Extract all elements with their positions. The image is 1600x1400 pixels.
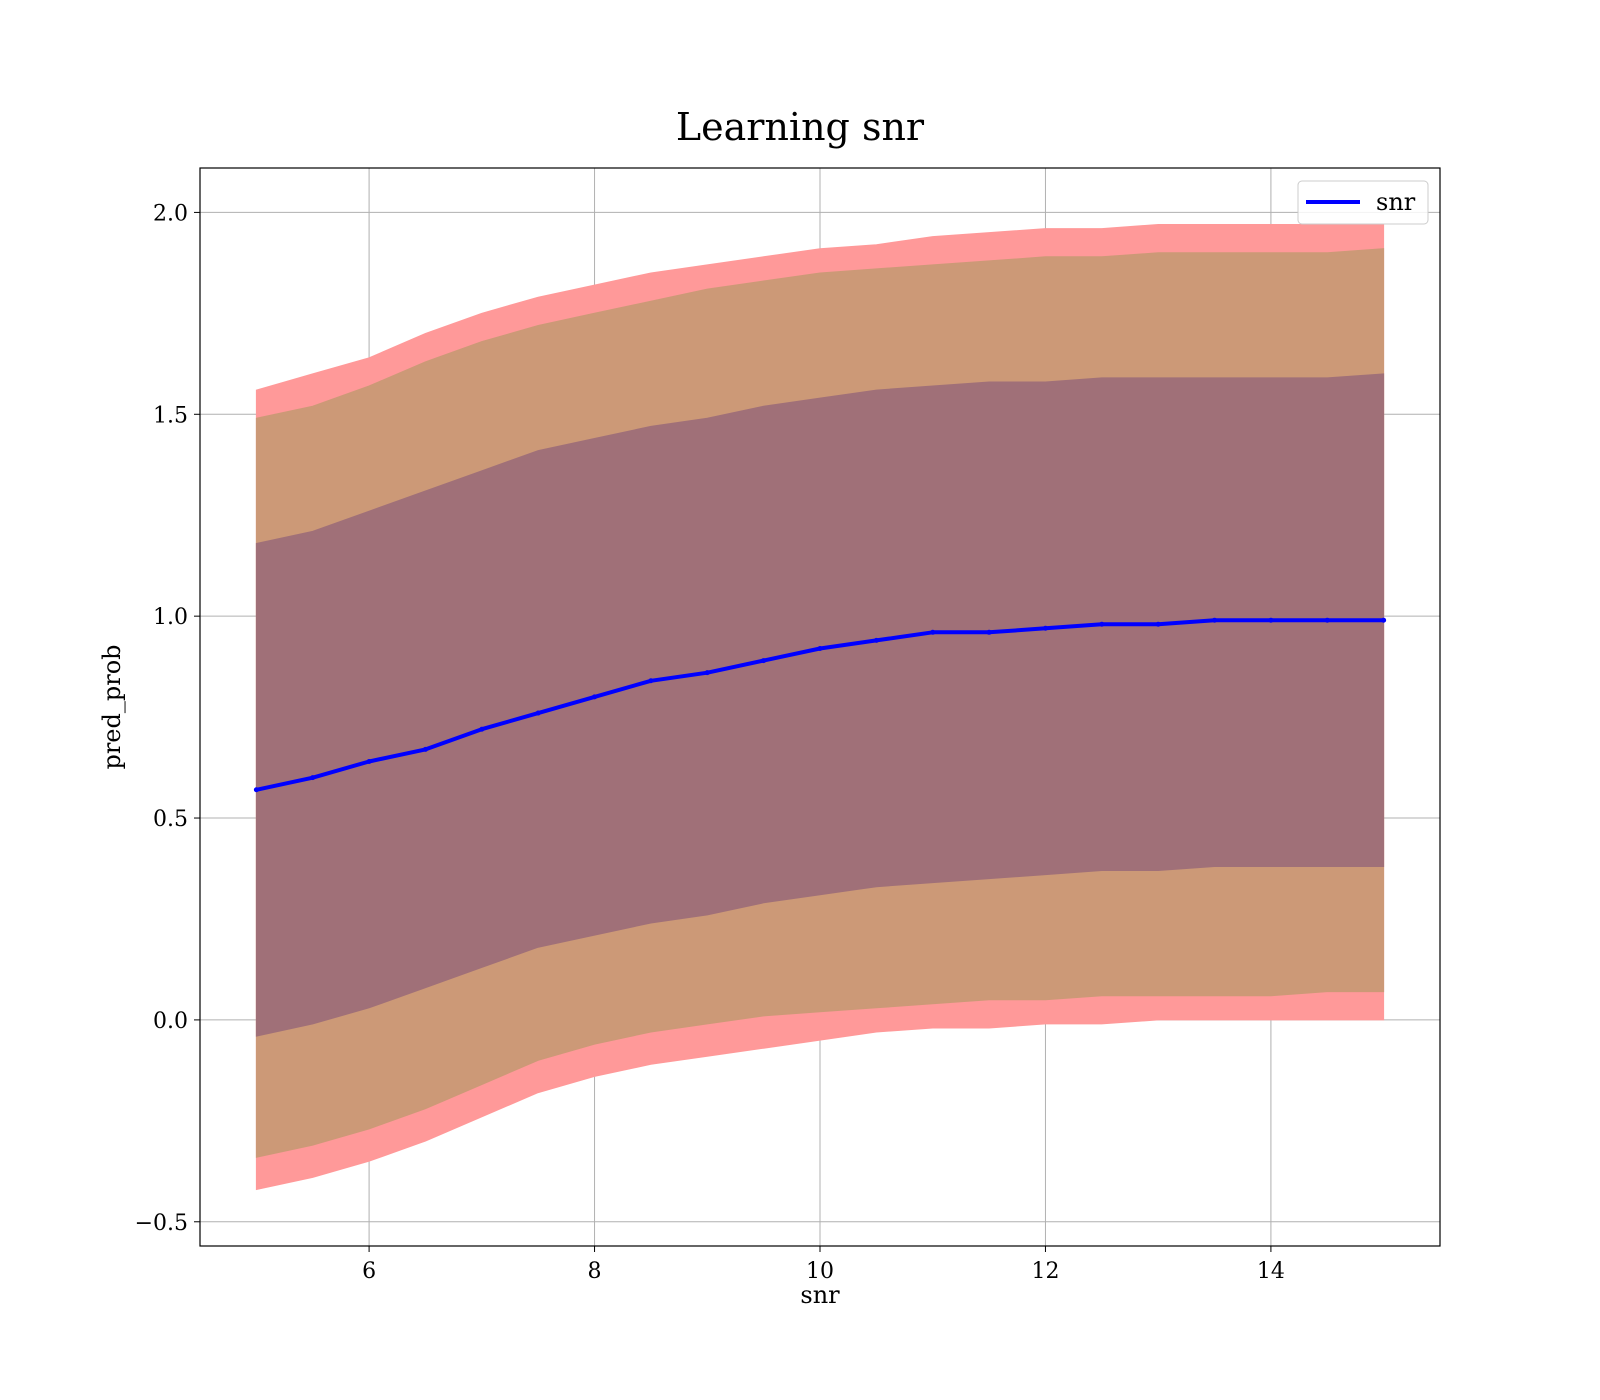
y-tick-label: 0.0 [153,1009,188,1034]
x-tick-label: 6 [362,1259,376,1284]
chart-title: Learning snr [676,105,925,149]
data-point [366,759,372,765]
data-point [1381,617,1387,623]
data-point [1099,621,1105,627]
data-point [817,645,823,651]
x-tick-label: 14 [1257,1259,1285,1284]
data-point [310,775,316,781]
data-point [422,746,428,752]
y-tick-label: 1.5 [153,403,188,428]
data-point [253,787,259,793]
confidence-bands [255,224,1385,1191]
data-point [479,726,485,732]
x-axis-ticks: 6 8 10 12 14 [362,1246,1285,1284]
legend-box [1297,180,1429,225]
legend: snr [1297,180,1429,225]
data-point [1155,621,1161,627]
data-point [873,637,879,643]
y-tick-label: 2.0 [153,201,188,226]
y-tick-label: −0.5 [135,1211,188,1236]
data-point [704,670,710,676]
data-point [930,629,936,635]
series-lines [253,617,1387,793]
data-point [761,658,767,664]
data-point [986,629,992,635]
x-tick-label: 10 [806,1259,834,1284]
data-point [1324,617,1330,623]
data-point [535,710,541,716]
y-axis-ticks: −0.5 0.0 0.5 1.0 1.5 2.0 [135,201,200,1236]
y-axis-label: pred_prob [98,644,126,769]
x-axis-label: snr [800,1281,840,1309]
data-point [1042,625,1048,631]
data-point [592,694,598,700]
band-3 [255,373,1385,1037]
legend-label-snr: snr [1376,188,1416,216]
data-point [648,678,654,684]
data-point [1268,617,1274,623]
x-tick-label: 8 [588,1259,602,1284]
data-point [1212,617,1218,623]
y-tick-label: 1.0 [153,605,188,630]
y-tick-label: 0.5 [153,807,188,832]
x-tick-label: 12 [1031,1259,1059,1284]
